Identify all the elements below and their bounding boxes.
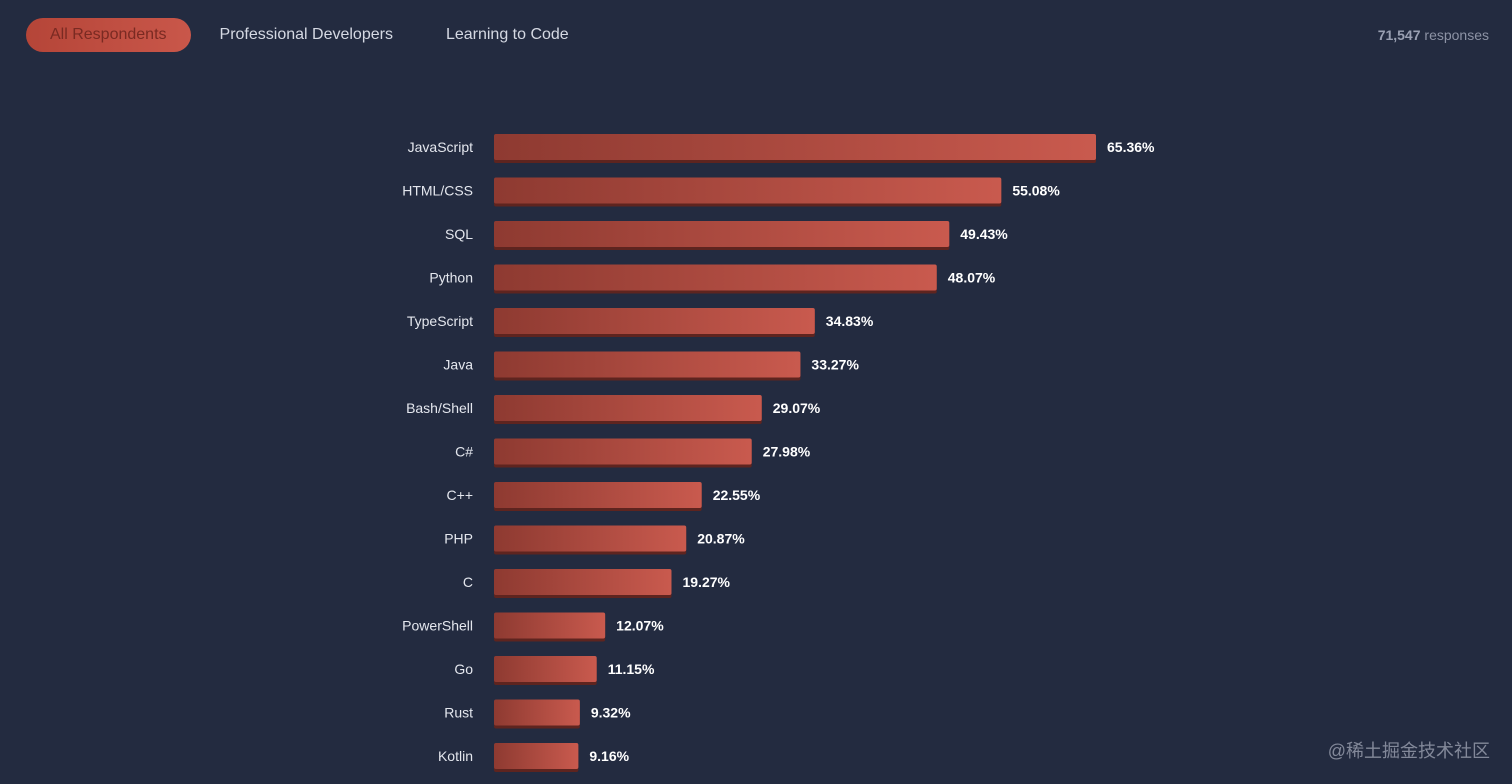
bar-label: C xyxy=(463,574,473,590)
bar-value-label: 29.07% xyxy=(773,400,821,416)
bar-value-label: 22.55% xyxy=(713,487,761,503)
bar-label: PowerShell xyxy=(402,618,473,634)
bar[interactable] xyxy=(494,308,815,334)
bar[interactable] xyxy=(494,656,597,682)
bar-label: HTML/CSS xyxy=(402,183,473,199)
bar-value-label: 65.36% xyxy=(1107,139,1155,155)
tab-learning-to-code[interactable]: Learning to Code xyxy=(445,26,569,43)
bar-label: PHP xyxy=(444,531,473,547)
bar[interactable] xyxy=(494,482,702,508)
bar[interactable] xyxy=(494,743,579,769)
tab-professional-developers[interactable]: Professional Developers xyxy=(219,26,393,43)
bar-value-label: 33.27% xyxy=(811,357,859,373)
responses-count: 71,547 responses xyxy=(1378,27,1489,43)
bar-value-label: 20.87% xyxy=(697,531,745,547)
bar[interactable] xyxy=(494,569,672,595)
bar[interactable] xyxy=(494,438,752,465)
bar[interactable] xyxy=(494,134,1096,160)
bar[interactable] xyxy=(494,525,687,552)
bar-value-label: 34.83% xyxy=(826,313,874,329)
bar[interactable] xyxy=(494,699,580,726)
bars-group: JavaScript 65.36% HTML/CSS 55.08% SQL 49.43% P… xyxy=(402,134,1155,772)
bar-label: Java xyxy=(443,357,473,373)
bar-value-label: 11.15% xyxy=(608,661,655,677)
bar-value-label: 9.32% xyxy=(591,705,631,721)
bar-value-label: 48.07% xyxy=(948,270,996,286)
bar[interactable] xyxy=(494,221,950,247)
bar-value-label: 49.43% xyxy=(960,226,1008,242)
bar-value-label: 12.07% xyxy=(616,618,664,634)
tab-all-respondents[interactable]: All Respondents xyxy=(26,18,191,52)
watermark: @稀土掘金技术社区 xyxy=(1327,741,1490,761)
bar[interactable] xyxy=(494,351,801,378)
bar-label: Bash/Shell xyxy=(406,400,473,416)
responses-label: responses xyxy=(1424,27,1489,43)
bar-label: Go xyxy=(454,661,473,677)
bar-label: Kotlin xyxy=(438,748,473,764)
bar[interactable] xyxy=(494,177,1002,204)
bar[interactable] xyxy=(494,612,606,639)
bar-label: Python xyxy=(429,270,473,286)
responses-number: 71,547 xyxy=(1377,27,1421,43)
bar-label: TypeScript xyxy=(407,313,473,329)
bar-label: C# xyxy=(455,444,473,460)
bar-value-label: 19.27% xyxy=(682,574,730,590)
bar-label: SQL xyxy=(445,226,473,242)
bar[interactable] xyxy=(494,264,937,291)
bar-value-label: 27.98% xyxy=(763,444,811,460)
bar-label: JavaScript xyxy=(408,139,473,155)
bar-value-label: 9.16% xyxy=(589,748,629,764)
bar[interactable] xyxy=(494,395,762,421)
bar-label: Rust xyxy=(444,705,473,721)
respondent-tabs: All Respondents Professional Developers … xyxy=(26,18,569,52)
bar-value-label: 55.08% xyxy=(1012,183,1060,199)
bar-label: C++ xyxy=(447,487,473,503)
